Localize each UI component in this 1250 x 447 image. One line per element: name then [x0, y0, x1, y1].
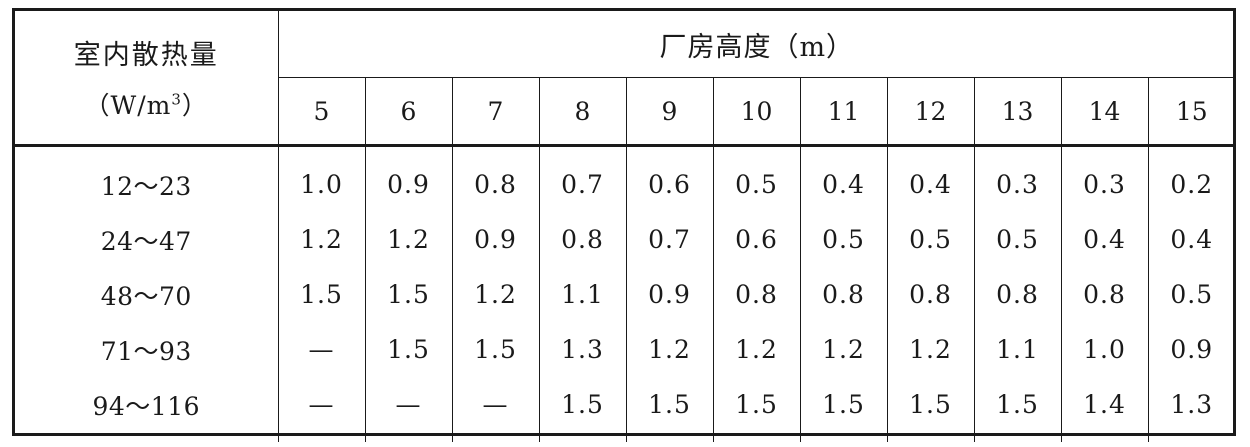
value-cell: 1.3 — [539, 322, 627, 377]
value-cell: 1.5 — [365, 322, 453, 377]
value-cell: 1.5 — [278, 267, 366, 322]
heat-unit: （W/m3） — [15, 86, 278, 122]
value-cell: 1.5 — [713, 377, 801, 442]
heat-label: 室内散热量 — [73, 40, 219, 71]
heat-coefficient-table: 室内散热量 （W/m3） 厂房高度（m） 5 6 7 8 9 10 11 12 13 14 15 1… — [15, 11, 1236, 442]
heat-unit-suffix: ） — [181, 91, 208, 120]
value-cell: 0.7 — [626, 212, 714, 267]
table-row: 48～70 1.5 1.5 1.2 1.1 0.9 0.8 0.8 0.8 0.8 0.8 0.5 — [15, 267, 1235, 322]
table-body: 12～23 1.0 0.9 0.8 0.7 0.6 0.5 0.4 0.4 0.3 0.3 0.2 24… — [15, 145, 1235, 442]
height-header-cell: 8 — [539, 77, 627, 147]
value-cell: 1.1 — [539, 267, 627, 322]
value-cell: — — [278, 377, 366, 442]
table-row: 94～116— — —1.5 1.5 1.5 1.5 1.5 1.5 1.4 1.3 — [15, 377, 1235, 442]
value-cell: 0.8 — [887, 267, 975, 322]
value-cell: 0.9 — [626, 267, 714, 322]
value-cell: 1.5 — [974, 377, 1062, 442]
value-cell: 0.8 — [713, 267, 801, 322]
value-cell: 1.5 — [887, 377, 975, 442]
height-header-cell: 12 — [887, 77, 975, 147]
value-cell: 0.4 — [1170, 225, 1214, 254]
height-header-cell: 11 — [800, 77, 888, 147]
row-label-header: 室内散热量 （W/m3） — [15, 11, 279, 147]
value-cell: 0.8 — [452, 145, 540, 212]
height-header-cell: 14 — [1061, 77, 1149, 147]
row-label-cell: 94～116 — [15, 377, 279, 442]
value-cell: 0.5 — [713, 145, 801, 212]
row-label-cell: 48～70 — [15, 267, 279, 322]
table-row: 24～47 1.2 1.2 0.9 0.8 0.7 0.6 0.5 0.5 0.5 0.4 0.4 — [15, 212, 1235, 267]
heat-unit-sup: 3 — [171, 90, 182, 109]
value-cell: 1.3 — [1170, 390, 1214, 419]
row-label-cell: 24～47 — [15, 212, 279, 267]
row-label-cell: 71～93 — [15, 322, 279, 377]
value-cell: 0.4 — [887, 145, 975, 212]
value-cell: 0.8 — [1061, 267, 1149, 322]
value-cell: 0.3 — [974, 145, 1062, 212]
value-cell: — — [365, 377, 453, 442]
value-cell: 1.5 — [452, 322, 540, 377]
value-cell: 1.1 — [974, 322, 1062, 377]
value-cell: 1.0 — [1061, 322, 1149, 377]
height-header-cell: 10 — [713, 77, 801, 147]
value-cell: 1.2 — [365, 212, 453, 267]
value-cell: 1.2 — [713, 322, 801, 377]
value-cell: 0.4 — [1061, 212, 1149, 267]
value-cell: 1.2 — [626, 322, 714, 377]
value-cell: 0.4 — [800, 145, 888, 212]
value-cell: 1.4 — [1061, 377, 1149, 442]
value-cell: 1.5 — [626, 377, 714, 442]
value-cell: 0.2 — [1170, 170, 1214, 199]
value-cell: 1.2 — [452, 267, 540, 322]
value-cell: 1.5 — [365, 267, 453, 322]
height-header-cell: 6 — [365, 77, 453, 147]
height-header-cell: 9 — [626, 77, 714, 147]
table-row: 12～23 1.0 0.9 0.8 0.7 0.6 0.5 0.4 0.4 0.3 0.3 0.2 — [15, 145, 1235, 212]
value-cell: 0.8 — [800, 267, 888, 322]
height-group-header: 厂房高度（m） — [278, 11, 1236, 78]
height-header-cell: 13 — [974, 77, 1062, 147]
value-cell: 1.2 — [800, 322, 888, 377]
height-header-cell: 7 — [452, 77, 540, 147]
value-cell: 0.9 — [1170, 335, 1214, 364]
value-cell: 0.5 — [1170, 280, 1214, 309]
value-cell: 0.8 — [539, 212, 627, 267]
value-cell: 1.5 — [539, 377, 627, 442]
value-cell: 1.0 — [278, 145, 366, 212]
value-cell: 0.6 — [626, 145, 714, 212]
value-cell: — — [452, 377, 540, 442]
data-table-frame: 室内散热量 （W/m3） 厂房高度（m） 5 6 7 8 9 10 11 12 13 14 15 1… — [12, 8, 1236, 442]
header-row-group: 室内散热量 （W/m3） 厂房高度（m） — [15, 11, 1236, 147]
value-cell: 0.8 — [974, 267, 1062, 322]
heat-unit-prefix: （W/m — [84, 91, 172, 120]
value-cell: 0.5 — [800, 212, 888, 267]
value-cell: — — [278, 322, 366, 377]
value-cell: 1.2 — [887, 322, 975, 377]
value-cell: 0.3 — [1061, 145, 1149, 212]
value-cell: 0.5 — [974, 212, 1062, 267]
value-cell: 0.7 — [539, 145, 627, 212]
value-cell: 0.6 — [713, 212, 801, 267]
table-row: 71～93—1.5 1.5 1.3 1.2 1.2 1.2 1.2 1.1 1.0 0.9 — [15, 322, 1235, 377]
height-header-row: 5 6 7 8 9 10 11 12 13 14 15 — [15, 77, 1236, 147]
height-header-cell: 15 — [1148, 77, 1236, 147]
value-cell: 1.2 — [278, 212, 366, 267]
value-cell: 1.5 — [800, 377, 888, 442]
value-cell: 0.5 — [887, 212, 975, 267]
height-header-cell: 5 — [278, 77, 366, 147]
value-cell: 0.9 — [452, 212, 540, 267]
value-cell: 0.9 — [365, 145, 453, 212]
row-label-cell: 12～23 — [15, 145, 279, 212]
